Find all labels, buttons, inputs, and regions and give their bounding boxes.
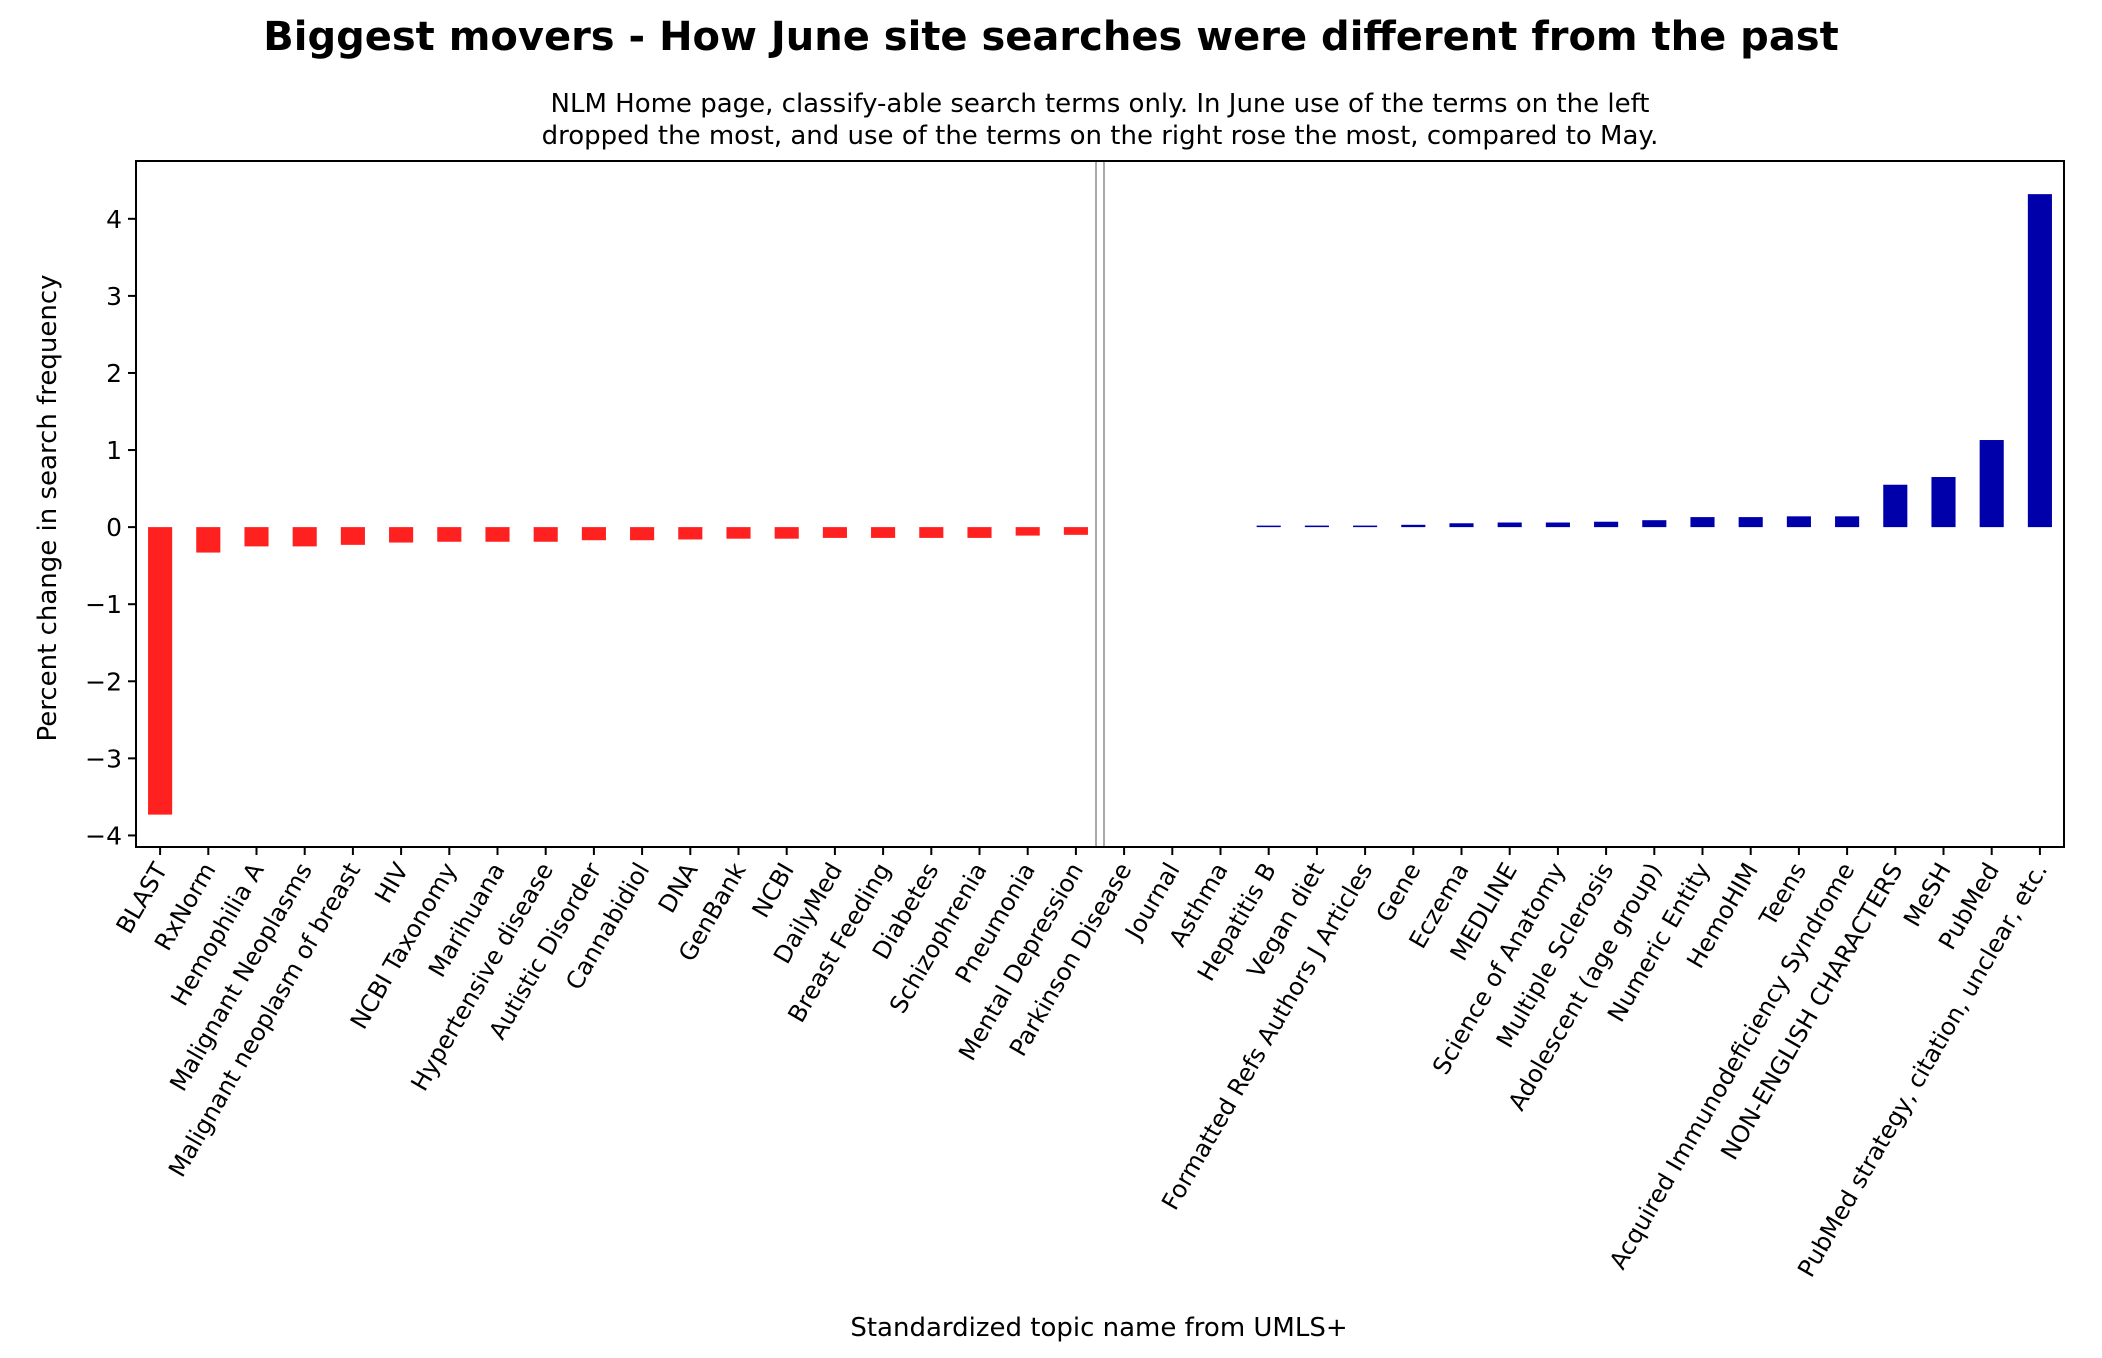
x-tick-label: HIV (369, 857, 414, 907)
bar (1063, 527, 1088, 535)
y-tick-label: 4 (106, 205, 122, 234)
bar (1690, 517, 1715, 528)
y-tick-label: −2 (85, 667, 122, 696)
bar (1931, 477, 1956, 528)
chart-title: Biggest movers - How June site searches … (263, 14, 1838, 60)
bar (967, 527, 992, 538)
y-tick-label: 2 (106, 359, 122, 388)
x-axis-label: Standardized topic name from UMLS+ (850, 1313, 1347, 1343)
y-tick-label: −4 (85, 821, 122, 850)
bar (1256, 525, 1281, 528)
bar (389, 527, 414, 543)
bar (1979, 440, 2004, 528)
bar (871, 527, 896, 538)
bar (1449, 523, 1474, 528)
y-tick-label: 1 (106, 436, 122, 465)
bar (1401, 524, 1426, 528)
bar (1642, 520, 1667, 528)
bar (340, 527, 365, 545)
bar (1594, 521, 1619, 528)
bar (1786, 516, 1811, 528)
bar (1015, 527, 1040, 536)
y-tick-label: −1 (85, 590, 122, 619)
bar (581, 527, 606, 541)
bar (678, 527, 703, 540)
bar (630, 527, 655, 541)
bar (1304, 525, 1329, 528)
bar (1545, 522, 1570, 528)
bar (2027, 194, 2052, 528)
x-tick-label: DNA (653, 858, 704, 918)
bar (148, 527, 173, 815)
chart-subtitle-line-1: NLM Home page, classify-able search term… (551, 89, 1650, 119)
bar (437, 527, 462, 542)
bar (726, 527, 751, 539)
bar (1497, 522, 1522, 528)
bar (244, 527, 269, 547)
bar (1883, 484, 1908, 528)
chart-subtitle-line-2: dropped the most, and use of the terms o… (542, 121, 1659, 151)
bar (822, 527, 847, 538)
bar (774, 527, 799, 539)
bar (1738, 517, 1763, 528)
y-axis-label: Percent change in search frequency (33, 274, 63, 741)
y-tick-label: 0 (106, 513, 122, 542)
bar (533, 527, 558, 542)
bar (292, 527, 317, 547)
y-tick-label: −3 (85, 744, 122, 773)
bar (485, 527, 510, 542)
plot-frame (135, 160, 2065, 848)
bar (196, 527, 221, 553)
bar (1353, 525, 1378, 528)
bar (1835, 516, 1860, 528)
bar (919, 527, 944, 538)
y-tick-label: 3 (106, 282, 122, 311)
